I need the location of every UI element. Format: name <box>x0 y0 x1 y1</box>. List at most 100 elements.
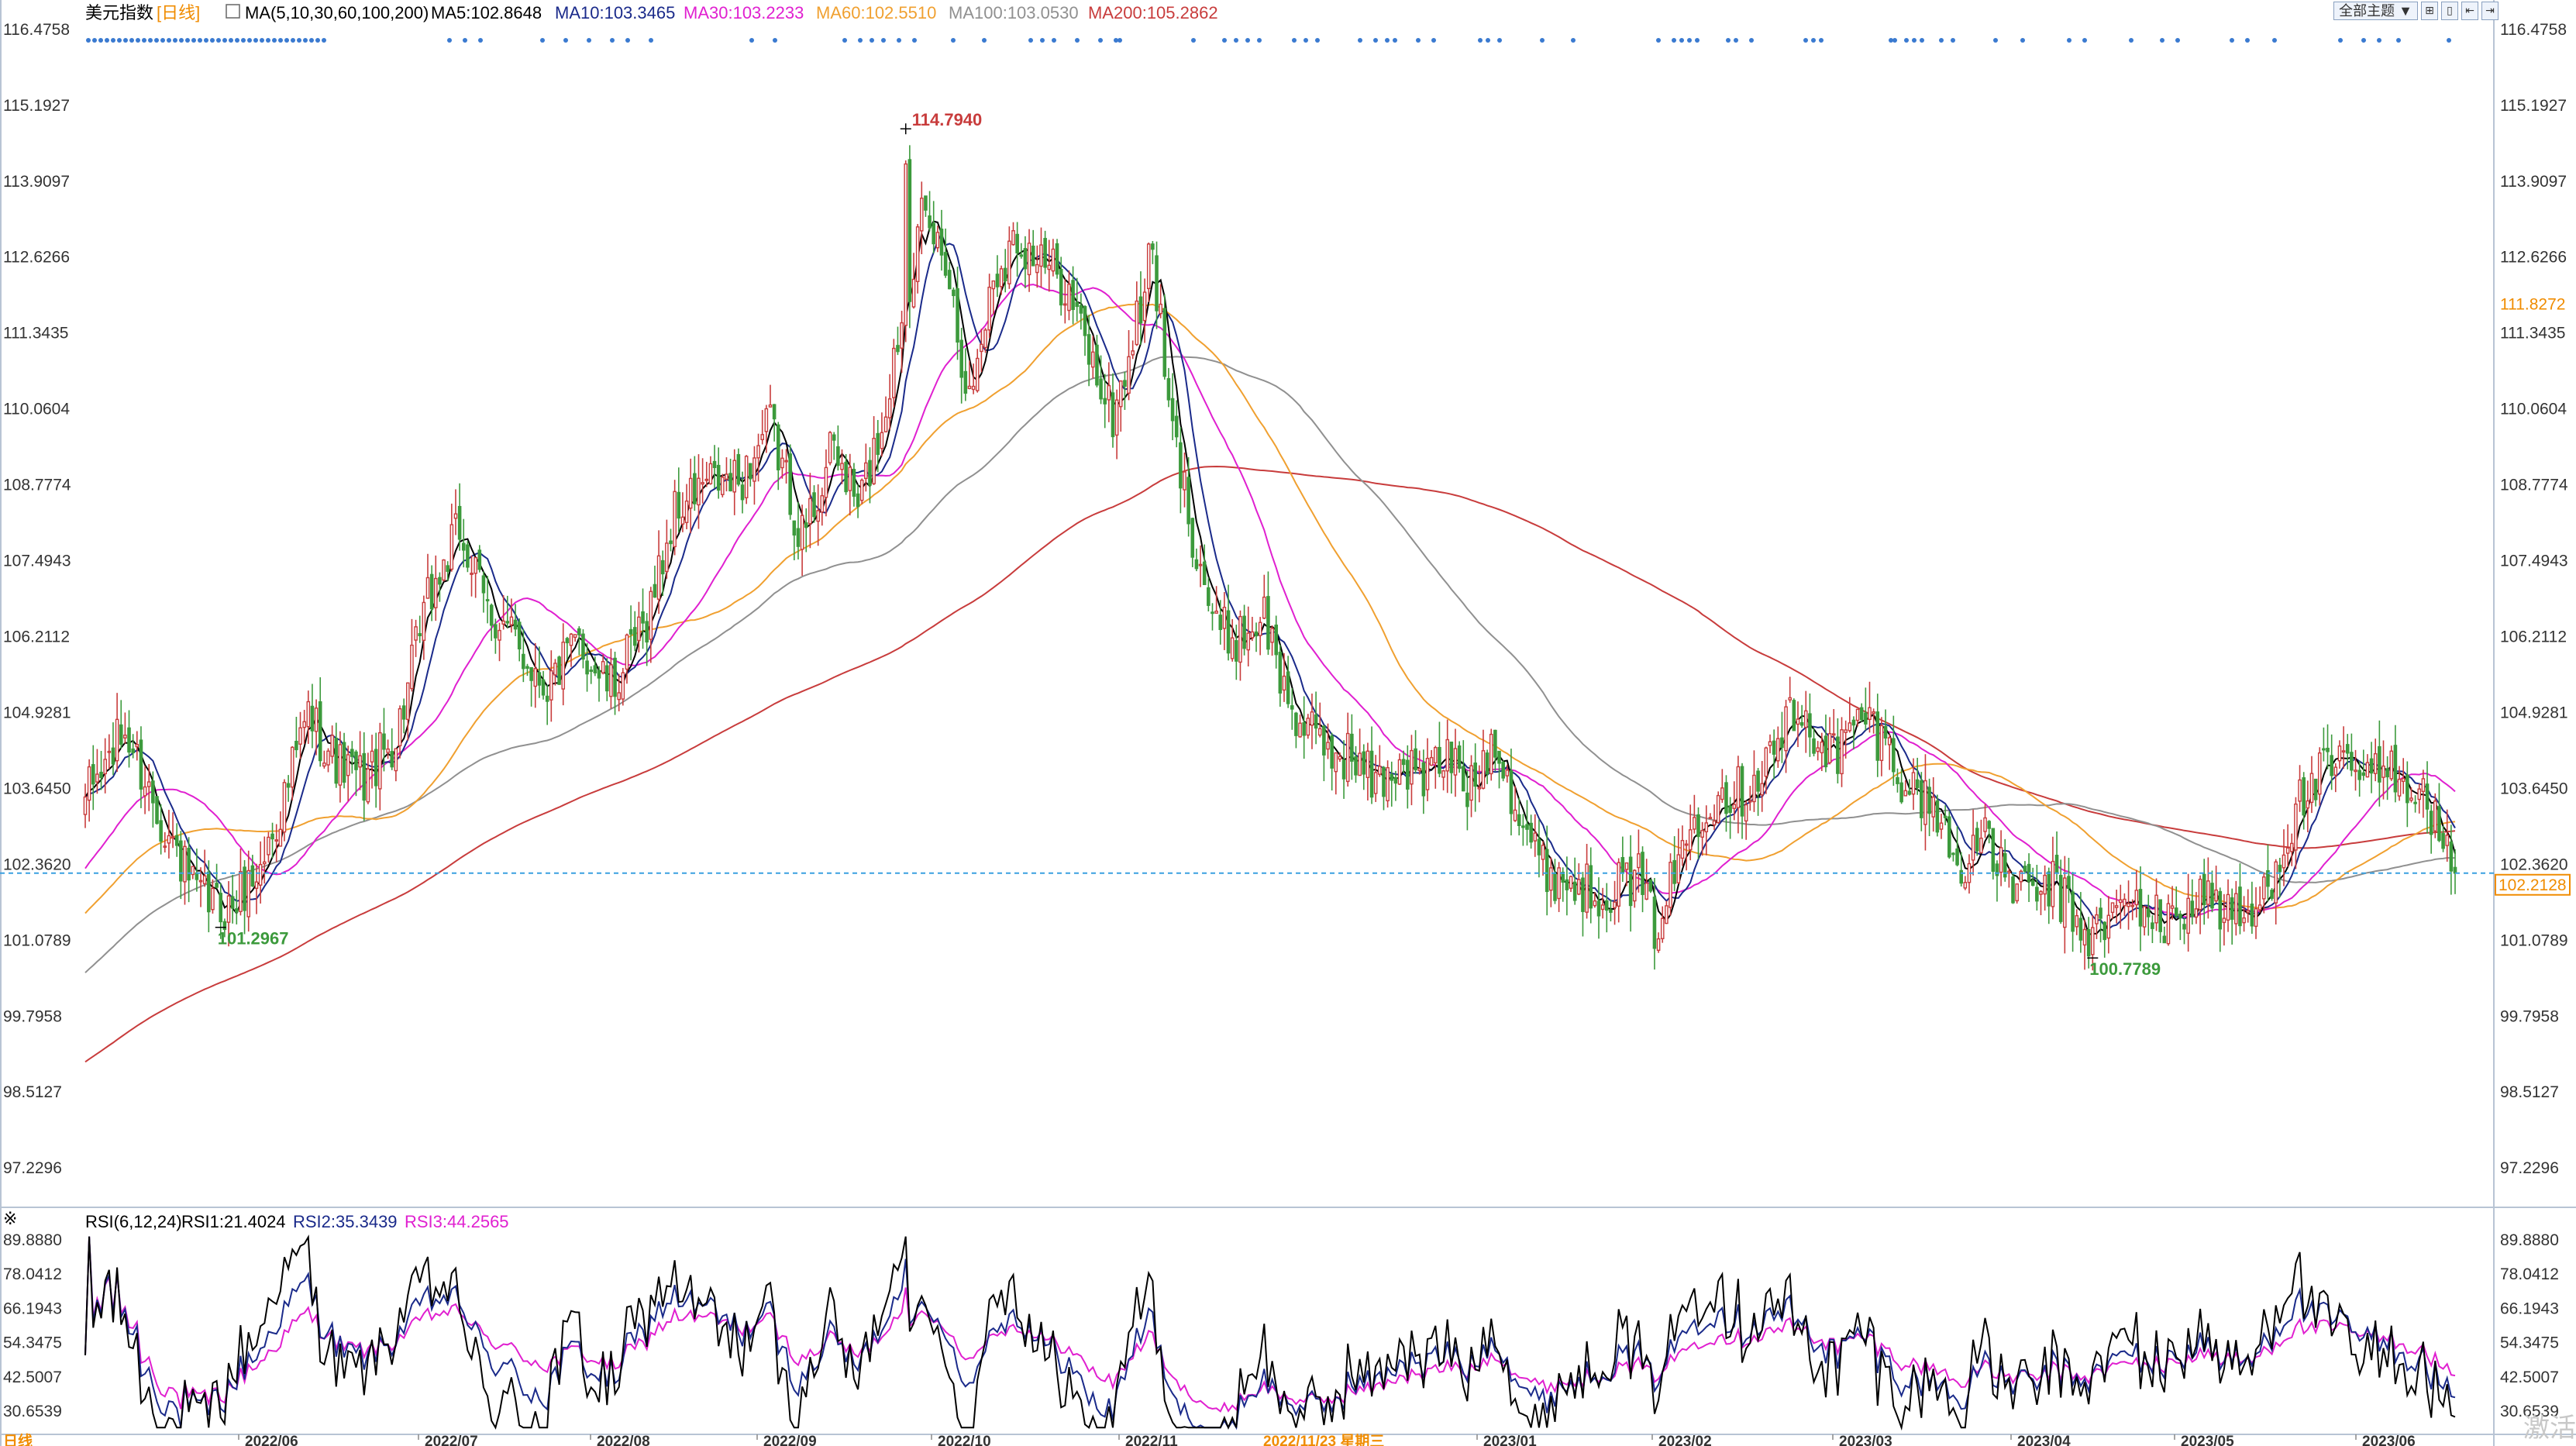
event-dot[interactable] <box>2175 38 2180 43</box>
scroll-left-icon[interactable]: ⇤ <box>2461 2 2478 20</box>
event-dot[interactable] <box>1892 38 1897 43</box>
event-dot[interactable] <box>322 38 326 43</box>
event-dot[interactable] <box>278 38 283 43</box>
event-dot[interactable] <box>1075 38 1080 43</box>
event-dot[interactable] <box>1315 38 1320 43</box>
event-dot[interactable] <box>1191 38 1196 43</box>
event-dot[interactable] <box>2020 38 2025 43</box>
event-dot[interactable] <box>167 38 171 43</box>
event-dot[interactable] <box>1571 38 1576 43</box>
event-dot[interactable] <box>229 38 233 43</box>
event-dot[interactable] <box>2377 38 2381 43</box>
event-dot[interactable] <box>447 38 452 43</box>
event-dot[interactable] <box>842 38 847 43</box>
event-dot[interactable] <box>1803 38 1808 43</box>
event-dot[interactable] <box>1939 38 1944 43</box>
event-dot[interactable] <box>235 38 239 43</box>
event-dot[interactable] <box>1993 38 1998 43</box>
event-dot[interactable] <box>1904 38 1909 43</box>
event-dot[interactable] <box>98 38 103 43</box>
event-dot[interactable] <box>2230 38 2234 43</box>
event-dot[interactable] <box>1028 38 1033 43</box>
event-dot[interactable] <box>1920 38 1924 43</box>
event-dot[interactable] <box>315 38 320 43</box>
event-dot[interactable] <box>478 38 483 43</box>
event-dot[interactable] <box>1114 38 1118 43</box>
event-dot[interactable] <box>260 38 264 43</box>
event-dot[interactable] <box>2447 38 2451 43</box>
event-dot[interactable] <box>291 38 295 43</box>
event-dot[interactable] <box>117 38 122 43</box>
event-dot[interactable] <box>1811 38 1816 43</box>
event-dot[interactable] <box>1672 38 1676 43</box>
event-dot[interactable] <box>2396 38 2401 43</box>
event-dot[interactable] <box>881 38 886 43</box>
event-dot[interactable] <box>123 38 128 43</box>
event-dot[interactable] <box>1819 38 1824 43</box>
event-dot[interactable] <box>2082 38 2087 43</box>
event-dot[interactable] <box>587 38 591 43</box>
theme-dropdown[interactable]: 全部主题 ▼ <box>2333 2 2418 20</box>
event-dot[interactable] <box>179 38 184 43</box>
window-icon[interactable]: ▯ <box>2441 2 2458 20</box>
event-dot[interactable] <box>563 38 568 43</box>
event-dot[interactable] <box>222 38 227 43</box>
event-dot[interactable] <box>266 38 270 43</box>
event-dot[interactable] <box>136 38 140 43</box>
event-dot[interactable] <box>297 38 301 43</box>
layout-grid-icon[interactable]: ⊞ <box>2421 2 2438 20</box>
event-dot[interactable] <box>1385 38 1390 43</box>
event-dot[interactable] <box>749 38 754 43</box>
event-dot[interactable] <box>303 38 308 43</box>
event-dot[interactable] <box>86 38 91 43</box>
event-dot[interactable] <box>173 38 177 43</box>
event-dot[interactable] <box>92 38 97 43</box>
event-dot[interactable] <box>1656 38 1661 43</box>
event-dot[interactable] <box>309 38 314 43</box>
event-dot[interactable] <box>1912 38 1917 43</box>
event-dot[interactable] <box>2067 38 2071 43</box>
event-dot[interactable] <box>870 38 874 43</box>
event-dot[interactable] <box>154 38 159 43</box>
event-dot[interactable] <box>272 38 277 43</box>
event-dot[interactable] <box>241 38 246 43</box>
event-dot[interactable] <box>253 38 258 43</box>
event-dot[interactable] <box>105 38 109 43</box>
event-dot[interactable] <box>1234 38 1238 43</box>
event-dot[interactable] <box>1431 38 1436 43</box>
event-dot[interactable] <box>2160 38 2164 43</box>
event-dot[interactable] <box>1540 38 1545 43</box>
event-dot[interactable] <box>951 38 956 43</box>
event-dot[interactable] <box>1889 38 1893 43</box>
event-dot[interactable] <box>142 38 146 43</box>
event-dot[interactable] <box>912 38 917 43</box>
event-dot[interactable] <box>198 38 202 43</box>
ma-settings-icon[interactable] <box>226 4 240 19</box>
event-dot[interactable] <box>982 38 987 43</box>
event-dot[interactable] <box>858 38 863 43</box>
event-dot[interactable] <box>148 38 153 43</box>
event-dot[interactable] <box>1358 38 1362 43</box>
scroll-right-icon[interactable]: ⇥ <box>2481 2 2499 20</box>
event-dot[interactable] <box>1478 38 1483 43</box>
event-dot[interactable] <box>204 38 208 43</box>
event-dot[interactable] <box>284 38 289 43</box>
event-dot[interactable] <box>1679 38 1684 43</box>
event-dot[interactable] <box>1040 38 1045 43</box>
event-dot[interactable] <box>1222 38 1227 43</box>
event-dot[interactable] <box>897 38 901 43</box>
event-dot[interactable] <box>2245 38 2250 43</box>
event-dot[interactable] <box>1393 38 1397 43</box>
event-dot[interactable] <box>2338 38 2343 43</box>
event-dot[interactable] <box>1098 38 1103 43</box>
event-dot[interactable] <box>210 38 215 43</box>
period-mode-label[interactable]: 日线 <box>3 1432 33 1446</box>
event-dot[interactable] <box>1303 38 1308 43</box>
event-dot[interactable] <box>1052 38 1056 43</box>
event-dot[interactable] <box>191 38 196 43</box>
event-dot[interactable] <box>1257 38 1262 43</box>
event-dot[interactable] <box>1497 38 1502 43</box>
event-dot[interactable] <box>773 38 777 43</box>
event-dot[interactable] <box>540 38 545 43</box>
